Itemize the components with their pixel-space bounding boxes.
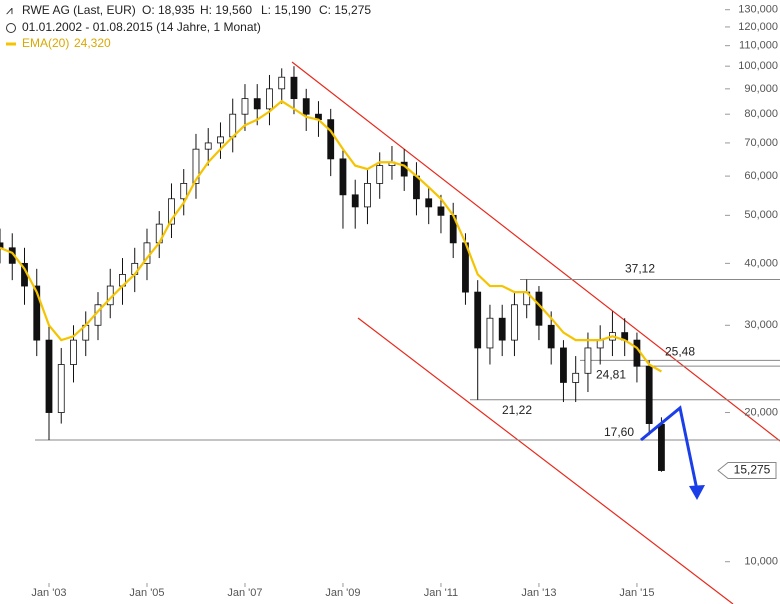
candle-body [351,194,359,208]
header-title: RWE AG (Last, EUR) [22,3,136,17]
level-label: 25,48 [665,345,695,359]
candle-body [474,291,482,349]
y-tick-label: 130,000 [738,4,778,16]
candle-body [290,76,298,100]
y-tick-label: 20,000 [744,406,778,418]
candle-body [364,183,371,208]
y-tick-label: 70,000 [744,137,778,149]
candle-body [327,119,335,160]
candle-body [192,148,200,184]
x-tick-label: Jan '03 [31,587,66,599]
instrument-icon: ⩘ [6,3,13,17]
x-tick-label: Jan '13 [521,587,556,599]
candle-body [584,347,592,374]
candle-body [511,304,518,341]
candle-body [241,98,249,115]
y-tick-label: 90,000 [744,83,778,95]
price-tag [717,462,777,480]
header-low: L: 15,190 [261,3,311,17]
candle-body [645,365,653,424]
candle-body [217,136,224,144]
y-tick-label: 60,000 [744,170,778,182]
ema-line [0,99,662,373]
trend-channel [291,61,780,604]
header-range: 01.01.2002 - 01.08.2015 (14 Jahre, 1 Mon… [22,20,261,34]
channel-lower [357,317,734,604]
candle-body [560,347,567,383]
clock-icon [6,23,16,33]
y-tick-label: 120,000 [738,21,778,33]
ema-legend: EMA(20) [22,36,69,50]
y-tick-label: 30,000 [744,319,778,331]
x-tick-label: Jan '07 [227,587,262,599]
level-label: 24,81 [596,367,626,381]
y-tick-label: 100,000 [738,60,778,72]
level-label: 17,60 [604,425,634,439]
candle-body [437,206,445,216]
candle-body [253,98,261,110]
level-label: 37,12 [625,262,655,276]
candle-body [547,324,555,349]
x-tick-label: Jan '11 [424,587,458,599]
candle-body [302,98,310,115]
channel-upper [291,61,780,442]
y-tick-label: 110,000 [739,40,778,52]
price-tag-label: 15,275 [734,463,771,477]
candle-body [572,372,580,383]
x-tick-label: Jan '15 [619,587,654,599]
candle-body [33,285,41,341]
candle-body [425,198,433,208]
y-tick-label: 10,000 [744,556,778,568]
arrow-head [689,485,705,500]
y-tick-label: 40,000 [744,257,778,269]
candle-body [486,317,494,349]
candle-body [633,339,641,367]
header: ⩘ RWE AG (Last, EUR) O: 18,935 H: 19,560… [6,3,371,50]
candle-body [0,242,4,249]
candle-body [658,423,665,471]
y-tick-label: 50,000 [744,209,778,221]
header-close: C: 15,275 [319,3,371,17]
header-open: O: 18,935 [142,3,195,17]
candle-body [339,158,347,196]
forecast-arrow [640,405,699,491]
candle-body [596,339,604,349]
candle-body [57,364,65,413]
candle-body [413,175,420,200]
candle-body [266,88,273,110]
candle-body [498,317,506,341]
x-tick-label: Jan '05 [129,587,164,599]
candle-body [180,183,188,200]
candle-body [70,339,77,365]
y-tick-label: 80,000 [744,108,778,120]
level-label: 21,22 [502,403,532,417]
candle-body [45,339,53,413]
ema-legend-value: 24,320 [74,36,111,50]
candle-body [168,198,175,225]
x-tick-label: Jan '09 [325,587,360,599]
candle-body [376,165,384,184]
header-high: H: 19,560 [200,3,252,17]
candle-body [204,142,212,150]
candle-body [278,76,286,90]
